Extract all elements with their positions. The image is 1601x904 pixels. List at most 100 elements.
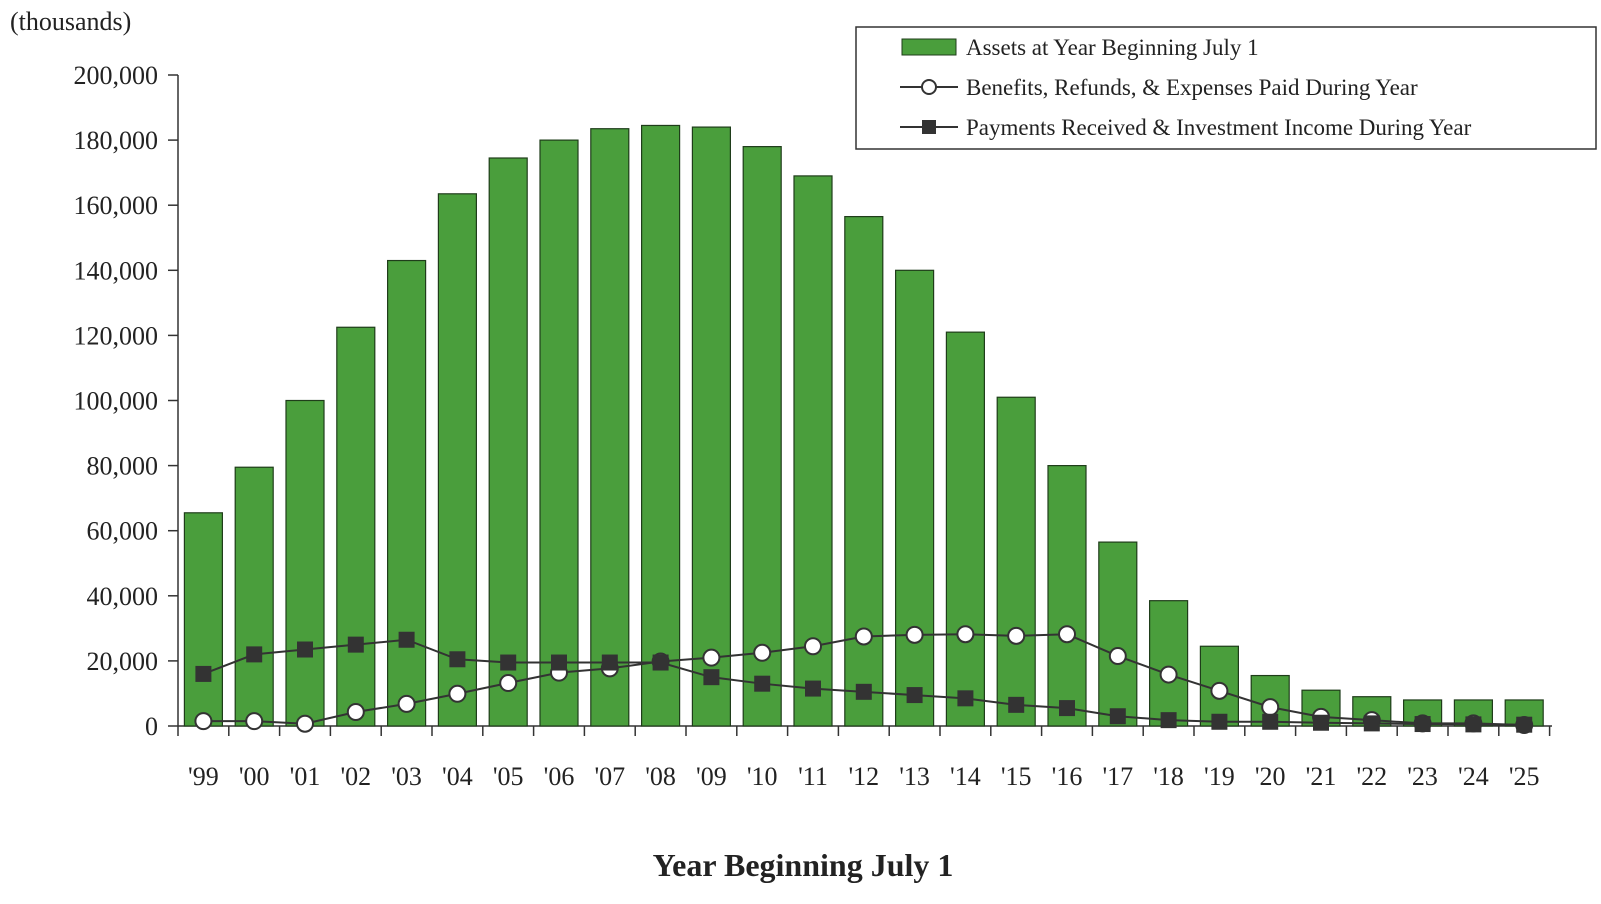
benefits-point [397,694,416,713]
x-tick-label: '06 [544,762,575,791]
payments-point [805,680,821,697]
payments-point [1465,716,1482,733]
x-tick-label: '22 [1356,762,1387,791]
payments-point [449,651,466,668]
payments-point [551,654,567,671]
asset-bar [539,139,579,727]
benefits-point [753,643,772,662]
legend-marker-circle [921,79,937,95]
asset-bar [234,466,274,727]
payments-point [1262,713,1279,730]
x-tick-label: '11 [798,762,828,791]
payments-point [1363,715,1380,732]
legend-swatch-assets [901,38,957,56]
payments-point [601,654,618,671]
x-tick-label: '17 [1102,762,1133,791]
x-tick-label: '01 [290,762,321,791]
benefits-point [804,637,822,656]
payments-point [754,675,771,692]
asset-bar [691,126,732,727]
payments-point [957,690,974,707]
asset-bar [488,157,528,727]
x-tick-label: '10 [747,762,778,791]
y-tick-label: 100,000 [74,387,159,416]
benefits-point [1261,698,1280,717]
benefits-point [194,712,213,731]
asset-bar [945,331,986,727]
benefits-point [905,625,924,644]
payments-point [652,654,669,671]
x-tick-label: '15 [1001,762,1032,791]
x-tick-label: '09 [696,762,727,791]
x-tick-label: '23 [1407,762,1438,791]
legend-box [855,26,1597,150]
x-tick-label: '05 [493,762,524,791]
payments-point [297,641,313,658]
y-tick-label: 140,000 [74,256,159,285]
x-tick-label: '99 [188,762,219,791]
payments-point [246,646,263,663]
legend-entry-label: Assets at Year Beginning July 1 [966,35,1259,60]
x-tick-label: '12 [848,762,879,791]
payments-point [1313,714,1329,731]
benefits-point [245,712,264,731]
x-tick-label: '20 [1255,762,1286,791]
benefits-point [448,684,467,703]
legend-entry-label: Payments Received & Investment Income Du… [966,115,1472,140]
benefits-point [956,625,975,644]
payments-point [398,631,415,648]
x-tick-label: '21 [1306,762,1337,791]
x-tick-label: '19 [1204,762,1235,791]
benefits-point [346,703,365,722]
payments-point [195,665,212,682]
bars [183,124,1544,727]
payments-point [855,683,872,700]
y-tick-label: 60,000 [87,517,159,546]
payments-point [1008,696,1025,713]
asset-bar [1047,465,1087,727]
axes: 0 20,000 40,000 60,000 80,000 100,000 120,000 1… [74,61,1552,791]
x-tick-label: '16 [1052,762,1083,791]
y-tick-label: 120,000 [74,321,159,350]
y-tick-label: 0 [145,712,158,741]
benefits-point [499,674,518,693]
x-tick-label: '02 [340,762,371,791]
payments-point [1516,716,1533,733]
payments-point [1160,712,1177,729]
payments-point [347,636,364,653]
benefits-point [1108,647,1127,666]
x-tick-label: '25 [1509,762,1540,791]
y-tick-label: 180,000 [74,126,159,155]
benefits-point [1159,665,1178,684]
asset-bar [1148,600,1189,727]
benefits-point [296,714,314,733]
payments-point [1211,713,1228,730]
payments-point [500,654,517,671]
asset-bar [844,215,884,727]
x-tick-label: '14 [950,762,981,791]
x-tick-label: '13 [899,762,930,791]
payments-point [1109,708,1126,725]
asset-bar [183,512,223,727]
y-tick-label: 200,000 [74,61,159,90]
payments-point [1414,716,1431,733]
asset-bar [336,326,376,727]
x-tick-label: '04 [442,762,473,791]
benefits-point [702,648,721,667]
x-tick-label: '07 [594,762,625,791]
asset-bar [285,399,325,727]
payments-point [703,669,720,686]
y-tick-label: 20,000 [87,647,159,676]
payments-point [1059,700,1075,717]
asset-bar [742,146,782,727]
asset-bar [640,124,681,727]
legend-marker-square [922,120,936,134]
asset-bar [437,193,477,727]
benefits-point [1058,625,1076,644]
asset-bar [590,128,630,727]
x-tick-label: '03 [391,762,422,791]
y-tick-label: 40,000 [87,582,159,611]
y-unit-label: (thousands) [10,7,131,36]
asset-bar [894,269,935,727]
